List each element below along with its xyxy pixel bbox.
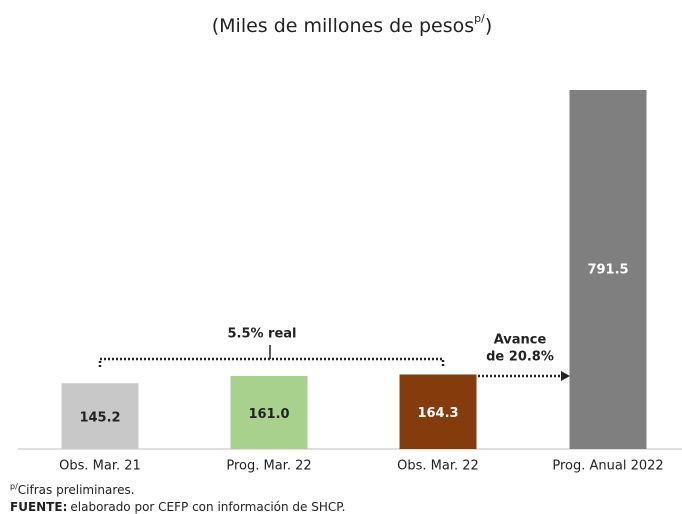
bar [61,383,139,449]
annotation: de 20.8% [486,350,554,365]
value-label: 791.5 [587,263,628,278]
x-tick-label: Obs. Mar. 21 [59,459,141,474]
footnote-superscript: p/ [10,482,18,491]
value-label: 161.0 [248,407,289,422]
x-tick-label: Prog. Mar. 22 [226,459,311,474]
bar [230,375,308,449]
arrow-head [561,371,570,381]
bar [569,90,647,449]
x-tick-label: Prog. Anual 2022 [552,459,663,474]
footnote: p/Cifras preliminares. [10,482,135,497]
source-text: elaborado por CEFP con información de SH… [70,500,345,514]
title-superscript: p/ [474,12,485,25]
annotation: Avance [494,333,547,348]
annotation: 5.5% real [227,327,296,342]
bracket-line [98,357,445,367]
value-label: 164.3 [417,406,458,421]
source-label: FUENTE: [10,500,67,514]
chart-title: (Miles de millones de pesosp/) [212,12,493,37]
value-label: 145.2 [79,411,120,426]
x-tick-label: Obs. Mar. 22 [397,459,479,474]
source: FUENTE: elaborado por CEFP con informació… [10,500,345,514]
footnote-text: Cifras preliminares. [18,483,135,497]
bar [399,374,477,449]
title-main: (Miles de millones de pesos [212,15,474,37]
title-end: ) [485,15,492,37]
bracket [98,357,445,367]
